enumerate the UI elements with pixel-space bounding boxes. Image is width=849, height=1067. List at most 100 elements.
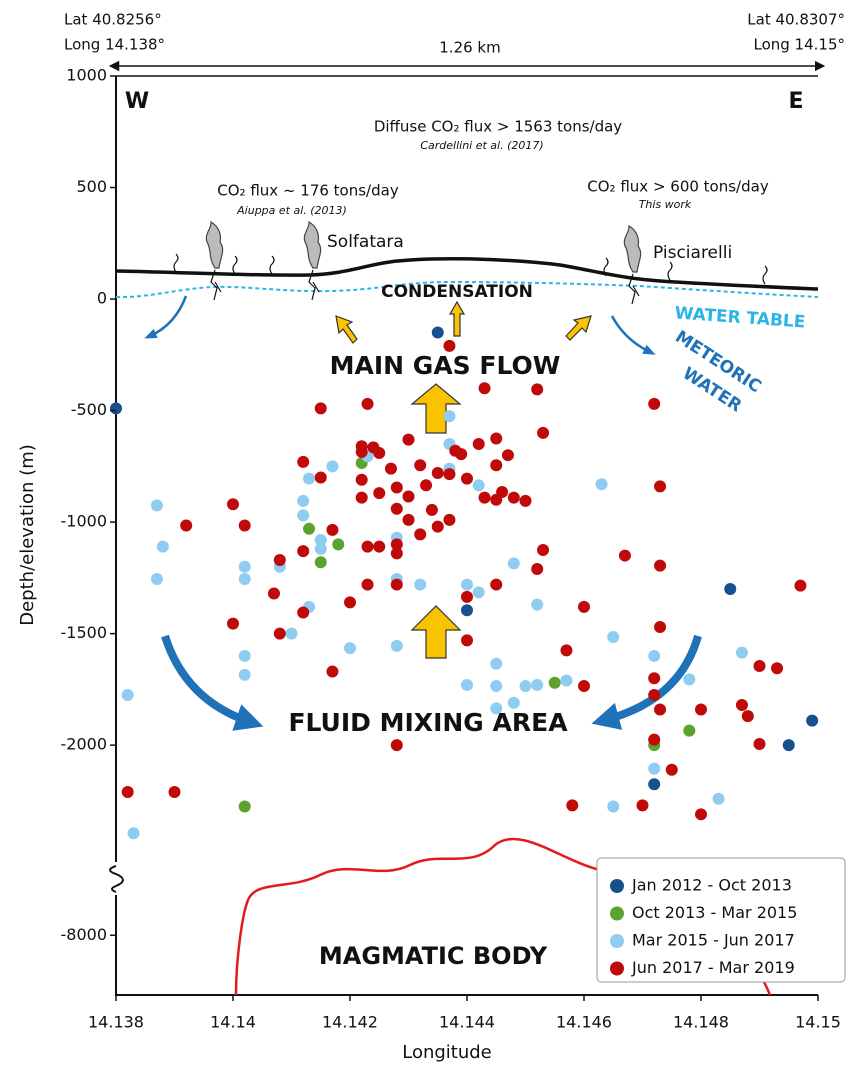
- point: [619, 550, 631, 562]
- point: [391, 640, 403, 652]
- y-tick-label: 500: [76, 177, 107, 196]
- point: [239, 669, 251, 681]
- point: [239, 519, 251, 531]
- lat-east: Lat 40.8307°: [747, 11, 845, 29]
- lat-west: Lat 40.8256°: [64, 11, 162, 29]
- point: [607, 801, 619, 813]
- point: [268, 587, 280, 599]
- point: [461, 679, 473, 691]
- distance: 1.26 km: [439, 39, 500, 57]
- point: [169, 786, 181, 798]
- y-tick-label: -2000: [61, 735, 108, 754]
- point: [356, 474, 368, 486]
- point: [654, 560, 666, 572]
- y-tick-label: -500: [71, 400, 107, 419]
- point: [496, 486, 508, 498]
- point: [180, 519, 192, 531]
- point: [490, 702, 502, 714]
- point: [239, 573, 251, 585]
- point: [239, 801, 251, 813]
- point: [403, 490, 415, 502]
- point: [344, 642, 356, 654]
- legend-marker: [610, 879, 624, 893]
- point: [666, 764, 678, 776]
- point: [531, 563, 543, 575]
- point: [414, 528, 426, 540]
- diffuse-flux: Diffuse CO₂ flux > 1563 tons/day: [374, 118, 622, 136]
- point: [736, 647, 748, 659]
- point: [432, 467, 444, 479]
- diffuse-ref: Cardellini et al. (2017): [420, 139, 543, 152]
- point: [724, 583, 736, 595]
- point: [794, 580, 806, 592]
- point: [578, 680, 590, 692]
- point: [455, 448, 467, 460]
- point: [490, 432, 502, 444]
- point: [473, 438, 485, 450]
- point: [648, 689, 660, 701]
- point: [520, 495, 532, 507]
- magmatic-label: MAGMATIC BODY: [319, 942, 548, 970]
- point: [648, 650, 660, 662]
- y-tick-label: -1000: [61, 512, 108, 531]
- east-label: E: [788, 89, 803, 114]
- point: [227, 618, 239, 630]
- point: [520, 680, 532, 692]
- point: [537, 427, 549, 439]
- long-east: Long 14.15°: [753, 36, 845, 54]
- point: [151, 499, 163, 511]
- x-tick-label: 14.142: [322, 1013, 378, 1032]
- point: [490, 579, 502, 591]
- point: [578, 601, 590, 613]
- point: [648, 672, 660, 684]
- point: [110, 402, 122, 414]
- point: [356, 492, 368, 504]
- point: [151, 573, 163, 585]
- x-tick-label: 14.14: [210, 1013, 256, 1032]
- point: [227, 498, 239, 510]
- point: [344, 596, 356, 608]
- point: [373, 487, 385, 499]
- point: [695, 703, 707, 715]
- point: [461, 579, 473, 591]
- point: [531, 599, 543, 611]
- point: [683, 673, 695, 685]
- point: [414, 579, 426, 591]
- point: [385, 463, 397, 475]
- point: [654, 621, 666, 633]
- point: [531, 383, 543, 395]
- point: [432, 327, 444, 339]
- legend-marker: [610, 934, 624, 948]
- point: [403, 434, 415, 446]
- x-tick-label: 14.144: [439, 1013, 495, 1032]
- solfatara-ref: Aiuppa et al. (2013): [236, 204, 347, 217]
- solfatara-label: Solfatara: [327, 232, 404, 252]
- x-tick-label: 14.146: [556, 1013, 612, 1032]
- point: [391, 579, 403, 591]
- point: [637, 799, 649, 811]
- point: [695, 808, 707, 820]
- point: [373, 541, 385, 553]
- point: [297, 545, 309, 557]
- point: [274, 554, 286, 566]
- point: [736, 699, 748, 711]
- point: [403, 514, 415, 526]
- point: [373, 447, 385, 459]
- legend-marker: [610, 962, 624, 976]
- point: [239, 561, 251, 573]
- point: [274, 628, 286, 640]
- point: [566, 799, 578, 811]
- point: [297, 456, 309, 468]
- point: [420, 479, 432, 491]
- point: [362, 579, 374, 591]
- point: [157, 541, 169, 553]
- point: [315, 402, 327, 414]
- point: [432, 521, 444, 533]
- point: [537, 544, 549, 556]
- point: [742, 710, 754, 722]
- point: [490, 680, 502, 692]
- point: [754, 660, 766, 672]
- point: [508, 697, 520, 709]
- legend-label: Oct 2013 - Mar 2015: [632, 903, 797, 922]
- point: [297, 495, 309, 507]
